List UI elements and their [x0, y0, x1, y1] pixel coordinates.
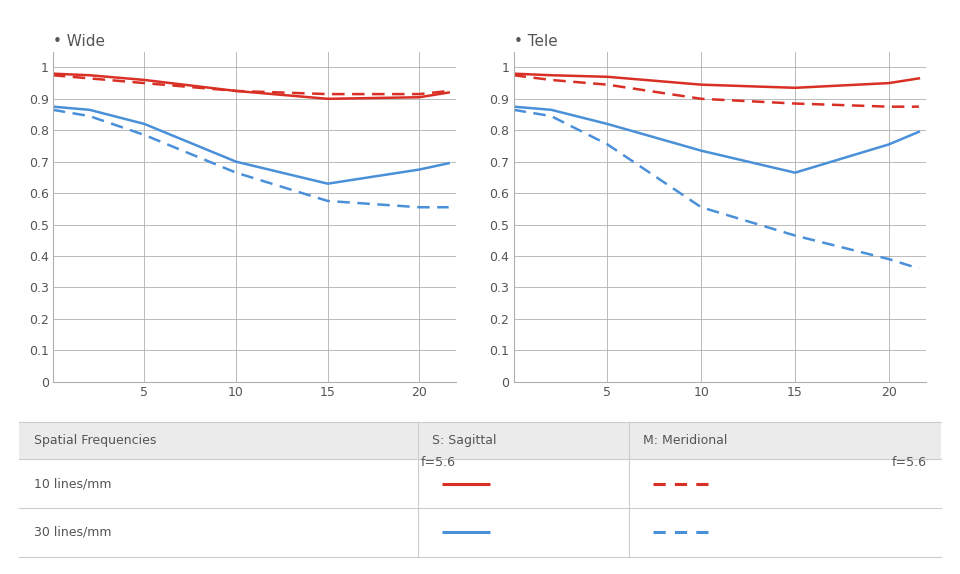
Legend: S10, M10, S30, M30: S10, M10, S30, M30: [112, 418, 396, 441]
Text: f=5.6: f=5.6: [421, 456, 456, 470]
Text: Spatial Frequencies: Spatial Frequencies: [34, 434, 156, 447]
Text: f=5.6: f=5.6: [892, 456, 926, 470]
Text: S: Sagittal: S: Sagittal: [432, 434, 496, 447]
Text: • Wide: • Wide: [53, 34, 105, 49]
Text: M: Meridional: M: Meridional: [643, 434, 728, 447]
Text: 30 lines/mm: 30 lines/mm: [34, 526, 111, 539]
Text: 10 lines/mm: 10 lines/mm: [34, 477, 111, 490]
Bar: [19, 422, 941, 459]
Bar: [19, 459, 941, 508]
Text: • Tele: • Tele: [514, 34, 558, 49]
Bar: [19, 508, 941, 557]
Legend: S10, M10, S30, M30: S10, M10, S30, M30: [578, 418, 862, 441]
